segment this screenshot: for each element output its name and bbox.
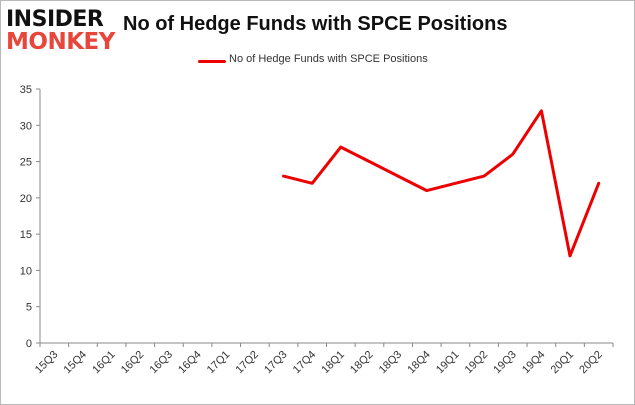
x-tick-label: 20Q1 [549, 349, 577, 377]
x-tick-label: 19Q1 [434, 349, 462, 377]
x-tick-label: 18Q3 [377, 349, 405, 377]
x-tick-label: 17Q1 [205, 349, 233, 377]
series-line [282, 109, 601, 258]
y-tick-label: 10 [20, 265, 32, 277]
insider-monkey-logo: INSIDER MONKEY [6, 7, 115, 55]
x-tick-label: 16Q1 [90, 349, 118, 377]
x-tick-label: 18Q1 [319, 349, 347, 377]
logo-text-insider: INSIDER [6, 7, 104, 32]
x-tick-label: 18Q2 [348, 349, 376, 377]
x-tick-label: 16Q4 [176, 349, 204, 377]
chart-series [282, 109, 601, 258]
legend-swatch [198, 60, 226, 63]
x-tick-label: 19Q2 [463, 349, 491, 377]
y-tick-label: 20 [20, 193, 32, 205]
x-tick-label: 16Q3 [148, 349, 176, 377]
x-tick-label: 19Q3 [491, 349, 519, 377]
y-tick-label: 0 [26, 338, 32, 350]
y-tick-label: 15 [20, 229, 32, 241]
y-tick-label: 25 [20, 157, 32, 169]
chart-title: No of Hedge Funds with SPCE Positions [123, 13, 508, 35]
x-tick-label: 19Q4 [520, 349, 548, 377]
y-tick-label: 35 [20, 84, 32, 96]
legend-label: No of Hedge Funds with SPCE Positions [229, 53, 428, 65]
x-tick-label: 17Q2 [233, 349, 261, 377]
logo-text-monkey: MONKEY [6, 29, 115, 55]
x-tick-label: 17Q4 [291, 349, 319, 377]
x-tick-label: 15Q3 [33, 349, 61, 377]
x-tick-label: 17Q3 [262, 349, 290, 377]
x-tick-label: 16Q2 [119, 349, 147, 377]
x-tick-label: 20Q2 [577, 349, 605, 377]
x-tick-label: 18Q4 [405, 349, 433, 377]
y-tick-label: 30 [20, 120, 32, 132]
y-tick-label: 5 [26, 302, 32, 314]
x-tick-label: 15Q4 [62, 349, 90, 377]
